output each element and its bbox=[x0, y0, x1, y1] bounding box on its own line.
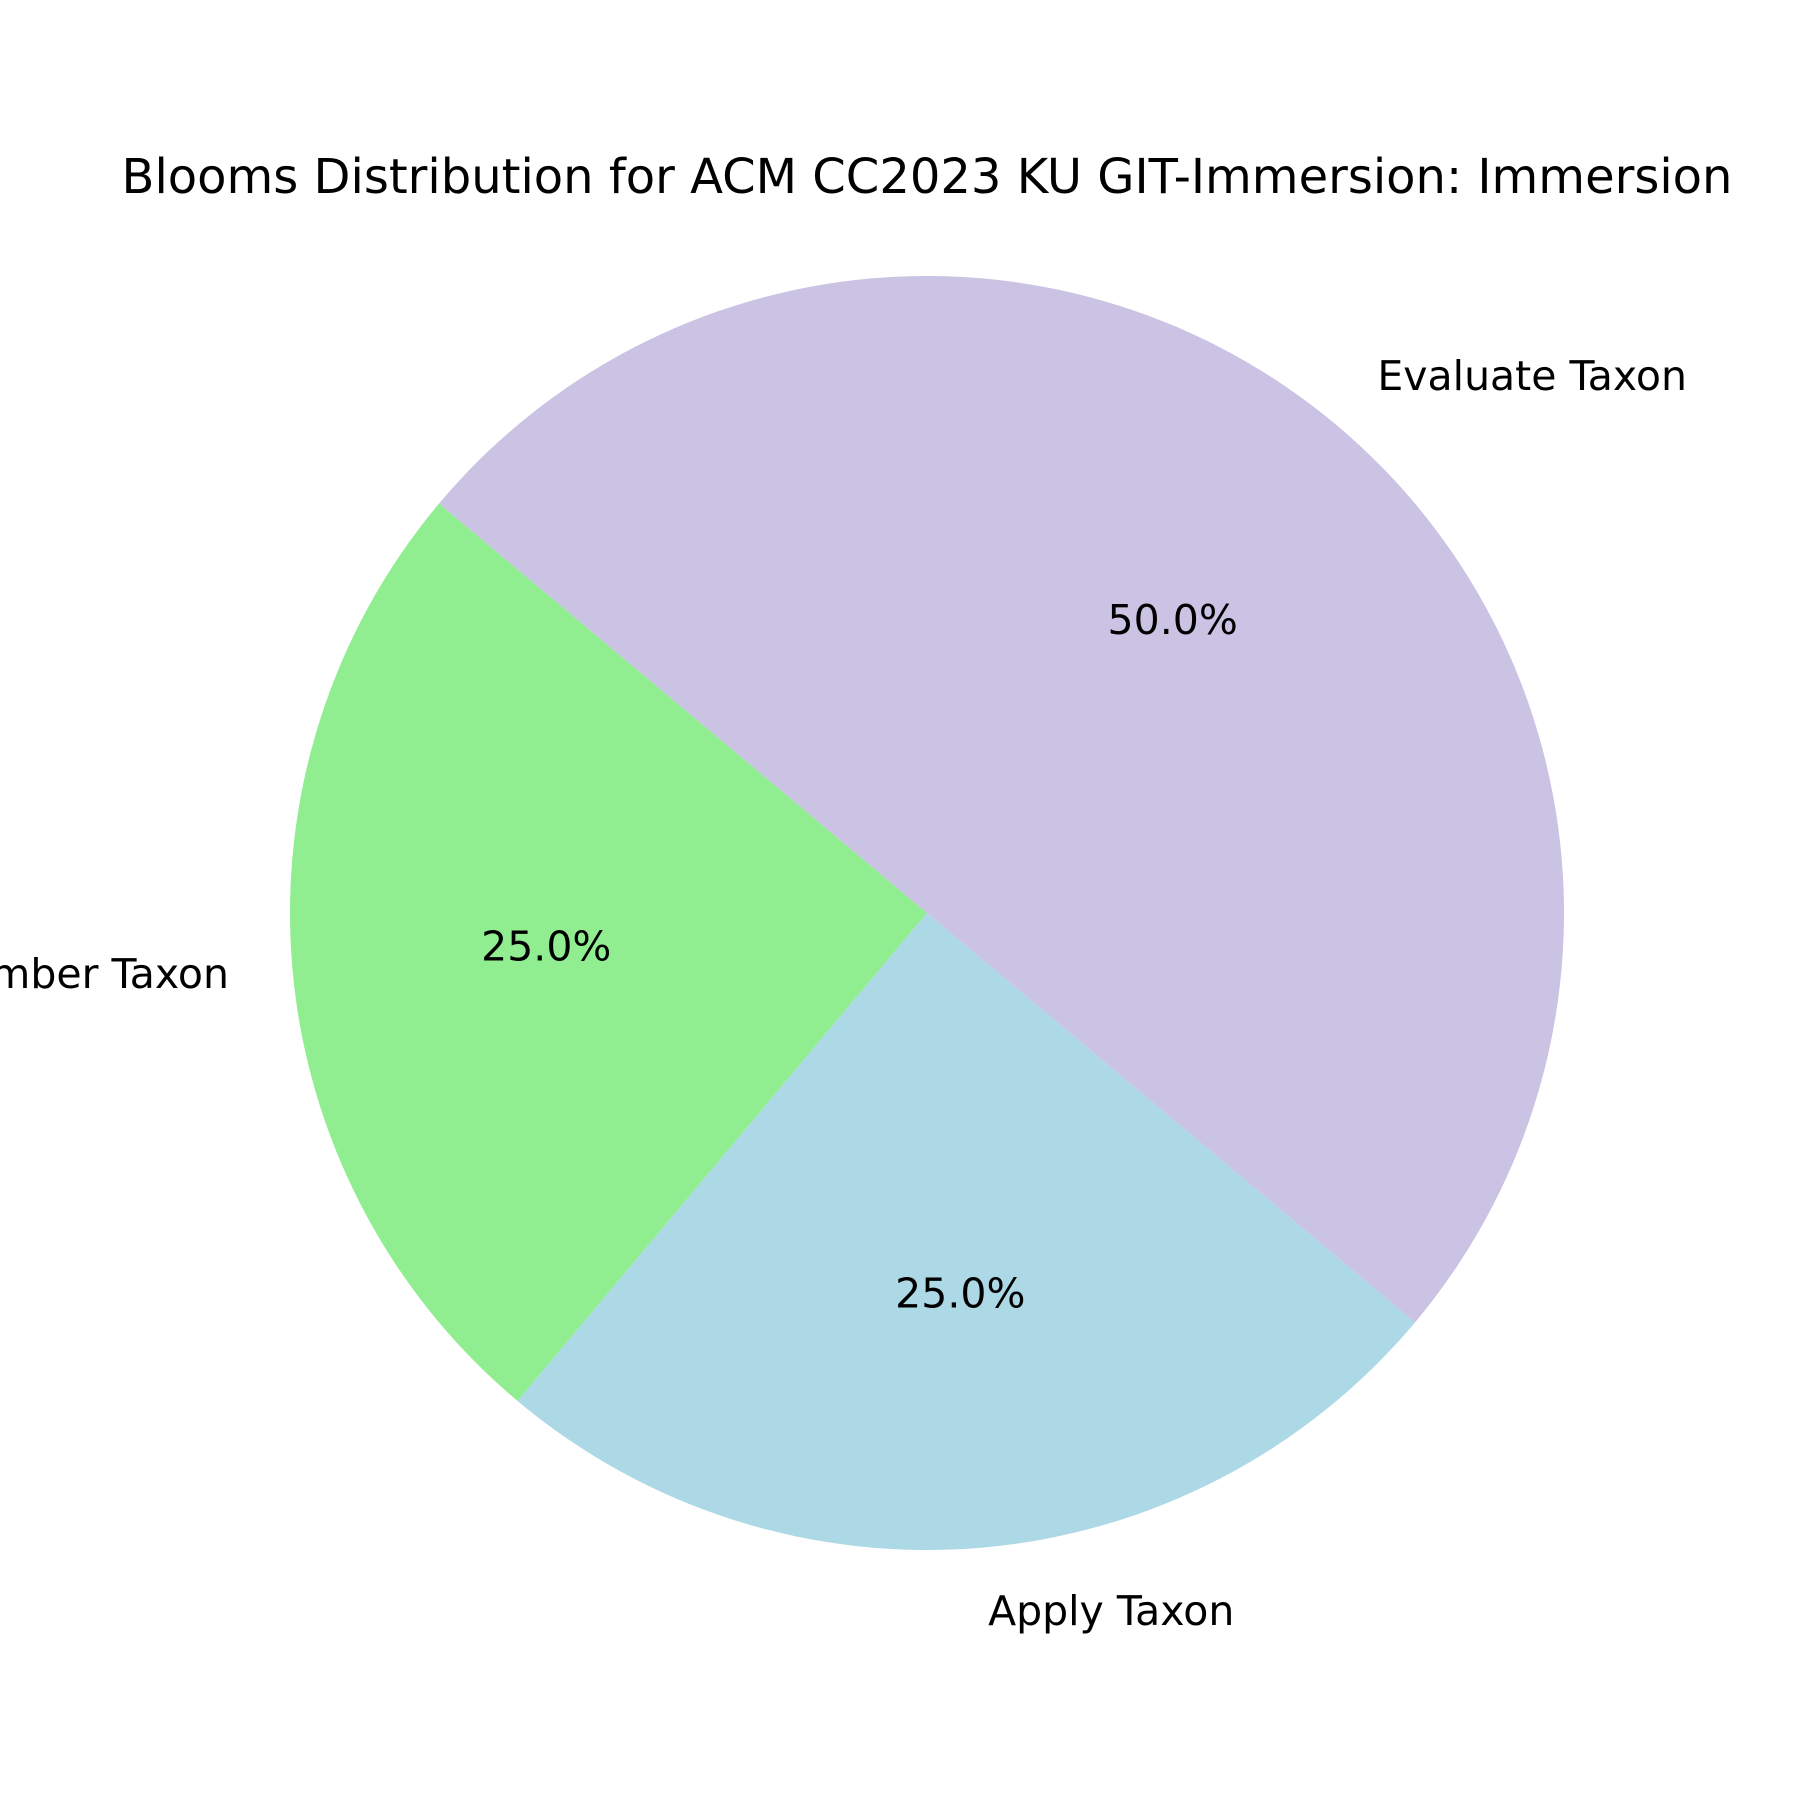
pie-labels: 25.0% Remember Taxon 25.0% Apply Taxon 50.0%… bbox=[0, 352, 1687, 1635]
pie-slice-percent-label: 50.0% bbox=[1108, 596, 1238, 644]
pie-slice-label: Apply Taxon bbox=[988, 1587, 1234, 1635]
pie-slice-label: Remember Taxon bbox=[0, 950, 229, 998]
pie-slice-evaluate-taxon bbox=[439, 275, 1565, 1323]
pie-slice-remember-taxon bbox=[290, 503, 927, 1401]
chart-title: Blooms Distribution for ACM CC2023 KU GI… bbox=[122, 149, 1733, 205]
pie-slice-percent-label: 25.0% bbox=[895, 1270, 1025, 1318]
pie-slice-percent-label: 25.0% bbox=[481, 922, 611, 970]
pie-slice-apply-taxon bbox=[517, 913, 1415, 1550]
pie-slices bbox=[290, 275, 1565, 1550]
pie-slice-label: Evaluate Taxon bbox=[1377, 352, 1687, 400]
